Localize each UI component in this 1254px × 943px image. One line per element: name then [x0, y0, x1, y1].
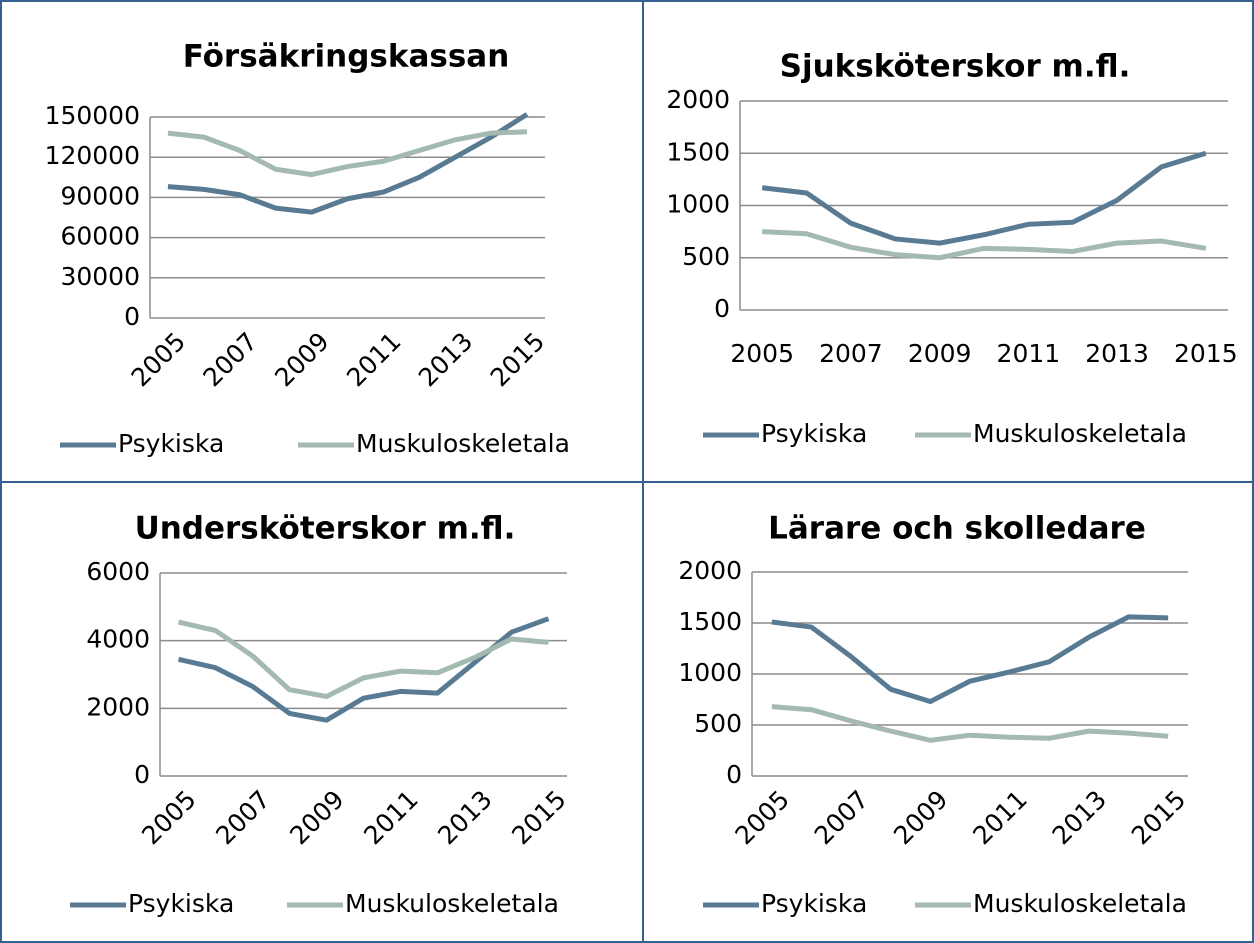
series-line: [177, 619, 549, 699]
series-line: [167, 112, 529, 215]
legend-label: Psykiska: [761, 889, 867, 918]
legend-label: Muskuloskeletala: [973, 889, 1187, 918]
series-line: [762, 229, 1207, 261]
legend-label: Muskuloskeletala: [356, 429, 570, 458]
legend-label: Psykiska: [118, 429, 224, 458]
y-tick-label: 90000: [60, 181, 140, 210]
y-tick-label: 30000: [60, 262, 140, 291]
y-tick-label: 2000: [666, 85, 730, 114]
y-tick-label: 120000: [45, 141, 140, 170]
y-tick-label: 0: [726, 760, 742, 789]
legend-label: Psykiska: [761, 419, 867, 448]
series-line: [771, 704, 1169, 743]
chart-title: Försäkringskassan: [183, 39, 510, 75]
y-tick-label: 0: [714, 294, 730, 323]
y-tick-label: 60000: [60, 222, 140, 251]
x-tick-label: 2013: [1085, 339, 1149, 368]
y-tick-label: 1000: [666, 190, 730, 219]
y-tick-label: 500: [682, 242, 730, 271]
x-tick-label: 2009: [908, 339, 972, 368]
y-tick-label: 500: [694, 709, 742, 738]
chart-title: Lärare och skolledare: [768, 511, 1146, 547]
y-tick-label: 4000: [86, 625, 150, 654]
x-tick-label: 2005: [730, 339, 794, 368]
legend-label: Psykiska: [128, 889, 234, 918]
y-tick-label: 0: [124, 302, 140, 331]
series-line: [771, 614, 1169, 705]
x-tick-label: 2007: [819, 339, 883, 368]
y-tick-label: 1000: [678, 658, 742, 687]
y-tick-label: 1500: [678, 607, 742, 636]
x-tick-label: 2011: [997, 339, 1061, 368]
series-line: [167, 129, 528, 178]
legend-label: Muskuloskeletala: [345, 889, 559, 918]
chart-title: Sjuksköterskor m.fl.: [780, 49, 1131, 85]
y-tick-label: 1500: [666, 137, 730, 166]
series-line: [761, 150, 1207, 246]
x-tick-label: 2015: [1174, 339, 1238, 368]
y-tick-label: 6000: [86, 557, 150, 586]
chart-title: Undersköterskor m.fl.: [135, 511, 516, 547]
y-tick-label: 2000: [86, 692, 150, 721]
y-tick-label: 150000: [45, 101, 140, 130]
y-tick-label: 0: [134, 760, 150, 789]
y-tick-label: 2000: [678, 556, 742, 585]
legend-label: Muskuloskeletala: [973, 419, 1187, 448]
